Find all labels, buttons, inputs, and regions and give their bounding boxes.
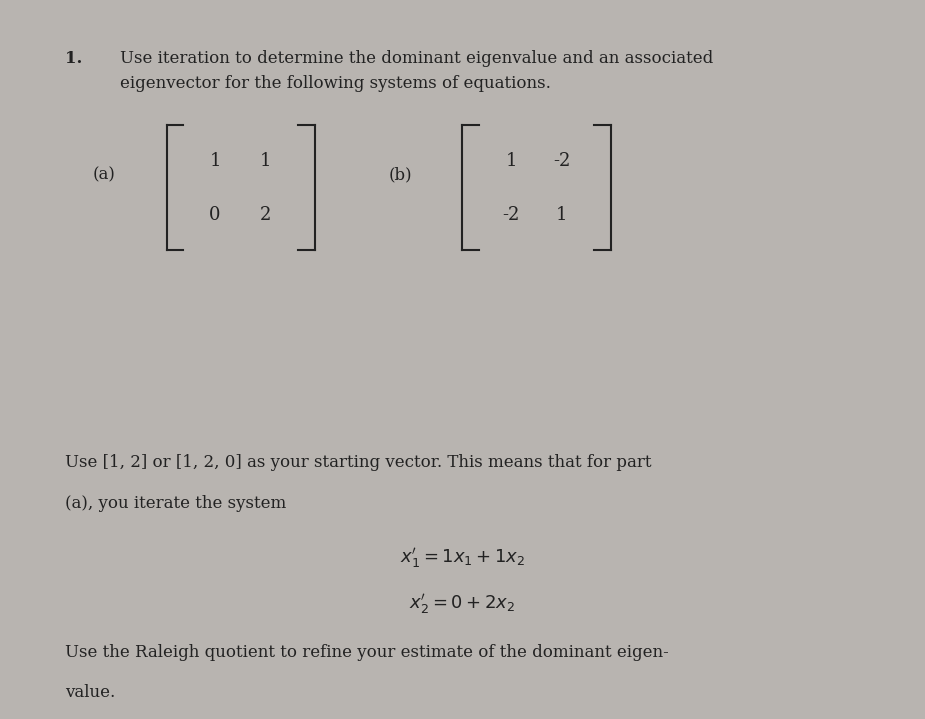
Text: (a): (a) <box>92 167 116 183</box>
Text: $x_1' = 1x_1 + 1x_2$: $x_1' = 1x_1 + 1x_2$ <box>400 546 525 570</box>
Text: value.: value. <box>65 684 115 702</box>
Text: Use iteration to determine the dominant eigenvalue and an associated
eigenvector: Use iteration to determine the dominant … <box>120 50 713 92</box>
Text: (a), you iterate the system: (a), you iterate the system <box>65 495 286 512</box>
Text: 1: 1 <box>556 206 568 224</box>
Text: Use [1, 2] or [1, 2, 0] as your starting vector. This means that for part: Use [1, 2] or [1, 2, 0] as your starting… <box>65 454 651 472</box>
Text: Use the Raleigh quotient to refine your estimate of the dominant eigen-: Use the Raleigh quotient to refine your … <box>65 644 669 661</box>
Text: 1: 1 <box>260 152 272 170</box>
Text: 0: 0 <box>209 206 221 224</box>
Text: (b): (b) <box>388 167 413 183</box>
Text: 1.: 1. <box>65 50 82 67</box>
Text: 2: 2 <box>260 206 272 224</box>
Text: -2: -2 <box>502 206 520 224</box>
Text: 1: 1 <box>505 152 517 170</box>
Text: $x_2' =  0 + 2x_2$: $x_2' = 0 + 2x_2$ <box>410 592 515 616</box>
Text: 1: 1 <box>209 152 221 170</box>
Text: -2: -2 <box>553 152 571 170</box>
